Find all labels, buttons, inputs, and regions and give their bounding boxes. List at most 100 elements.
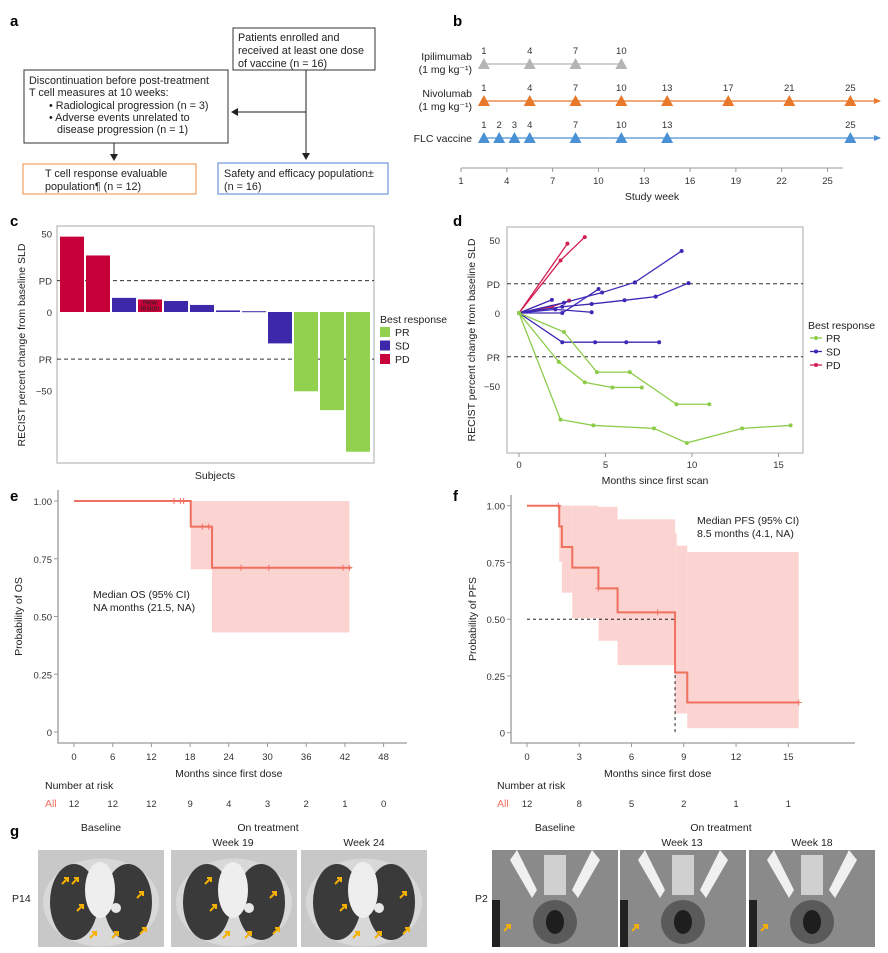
median-annotation: NA months (21.5, NA) bbox=[93, 602, 195, 614]
data-point bbox=[560, 304, 565, 309]
lesion-arrow-icon bbox=[204, 877, 212, 885]
dose-marker bbox=[615, 58, 628, 69]
median-annotation: 8.5 months (4.1, NA) bbox=[697, 528, 794, 540]
y-axis-title: RECIST percent change from baseline SLD bbox=[466, 238, 478, 441]
x-tick-label: 3 bbox=[577, 752, 582, 763]
y-axis-title: Probability of OS bbox=[13, 577, 25, 656]
dose-marker bbox=[783, 95, 796, 106]
data-point bbox=[553, 307, 558, 312]
data-point bbox=[686, 281, 691, 286]
x-tick-label: 10 bbox=[593, 176, 604, 187]
x-tick-label: 36 bbox=[301, 752, 312, 763]
dose-week-label: 1 bbox=[481, 120, 486, 131]
data-point bbox=[740, 426, 745, 431]
legend-marker bbox=[814, 363, 818, 367]
tcell-population-box bbox=[22, 163, 197, 195]
bar bbox=[138, 299, 162, 312]
dose-marker bbox=[844, 132, 857, 143]
ct-scan-image bbox=[749, 850, 875, 947]
data-point bbox=[627, 370, 632, 375]
data-point bbox=[639, 385, 644, 390]
y-tick-label: 0 bbox=[47, 308, 52, 319]
x-tick-label: 0 bbox=[516, 460, 521, 471]
data-point bbox=[674, 402, 679, 407]
legend-label: PR bbox=[395, 327, 410, 339]
y-tick-label: 50 bbox=[41, 230, 52, 241]
y-tick-label: 0 bbox=[500, 729, 505, 740]
data-point bbox=[561, 300, 566, 305]
y-axis-title: RECIST percent change from baseline SLD bbox=[16, 243, 28, 446]
data-point bbox=[632, 280, 637, 285]
x-tick-label: 10 bbox=[687, 460, 698, 471]
dose-week-label: 4 bbox=[527, 46, 532, 57]
dose-marker bbox=[844, 95, 857, 106]
y-tick-label: 1.00 bbox=[487, 502, 506, 513]
discontinuation-line: T cell measures at 10 weeks: bbox=[29, 87, 169, 99]
panel-label-c: c bbox=[10, 213, 18, 230]
bar bbox=[60, 236, 84, 312]
dose-week-label: 7 bbox=[573, 46, 578, 57]
panel-label-g: g bbox=[10, 823, 19, 840]
median-annotation: Median OS (95% CI) bbox=[93, 589, 190, 601]
x-tick-label: 16 bbox=[685, 176, 696, 187]
baseline-label: Baseline bbox=[535, 822, 575, 834]
data-point bbox=[558, 258, 563, 263]
confidence-band bbox=[598, 506, 618, 641]
series-line bbox=[518, 312, 642, 389]
at-risk-count: 4 bbox=[226, 799, 231, 810]
x-tick-label: 12 bbox=[146, 752, 157, 763]
on-treatment-label: On treatment bbox=[237, 822, 298, 834]
at-risk-count: 1 bbox=[786, 799, 791, 810]
ct-scan-image bbox=[301, 850, 427, 947]
enrolled-box bbox=[232, 27, 376, 71]
legend-title: Best response bbox=[380, 314, 447, 326]
dose-marker bbox=[523, 58, 536, 69]
confidence-band bbox=[676, 545, 688, 714]
data-point bbox=[651, 426, 656, 431]
lesion-arrow-icon bbox=[631, 924, 639, 932]
drug-dose: (1 mg kg⁻¹) bbox=[419, 64, 472, 76]
series-line bbox=[518, 312, 791, 444]
lesion-arrow-icon bbox=[503, 924, 511, 932]
median-annotation: Median PFS (95% CI) bbox=[697, 515, 799, 527]
censor-mark bbox=[238, 564, 245, 571]
discontinuation-box bbox=[23, 69, 229, 144]
dose-marker bbox=[477, 95, 490, 106]
panel-label-a: a bbox=[10, 13, 19, 30]
y-tick-label: 0 bbox=[47, 728, 52, 739]
ct-images: Baseline On treatment Week 19 Week 24 P1… bbox=[12, 822, 875, 947]
ct-scan-image bbox=[492, 850, 618, 947]
data-point bbox=[589, 301, 594, 306]
series-line bbox=[518, 312, 710, 405]
data-point bbox=[600, 290, 605, 295]
arrow-head-icon bbox=[874, 98, 881, 104]
x-tick-label: 22 bbox=[776, 176, 787, 187]
bar bbox=[86, 255, 110, 312]
legend-label: PD bbox=[395, 354, 410, 366]
data-point bbox=[684, 440, 689, 445]
threshold-label: PD bbox=[39, 277, 52, 288]
dose-marker bbox=[569, 132, 582, 143]
axes bbox=[57, 490, 407, 744]
lesion-arrow-icon bbox=[89, 931, 97, 939]
patient-label: P2 bbox=[475, 893, 488, 905]
at-risk-count: 12 bbox=[146, 799, 157, 810]
data-point bbox=[549, 297, 554, 302]
at-risk-count: 1 bbox=[733, 799, 738, 810]
confidence-band bbox=[559, 505, 562, 562]
panel-label-f: f bbox=[453, 488, 459, 505]
discontinuation-line: disease progression (n = 1) bbox=[57, 124, 188, 136]
dose-week-label: 25 bbox=[845, 83, 856, 94]
x-tick-label: 12 bbox=[731, 752, 742, 763]
x-tick-label: 7 bbox=[550, 176, 555, 187]
bar bbox=[112, 297, 136, 312]
at-risk-count: 2 bbox=[304, 799, 309, 810]
censor-mark bbox=[346, 564, 353, 571]
bar bbox=[294, 312, 318, 392]
risk-group-label: All bbox=[497, 798, 509, 810]
x-tick-label: 6 bbox=[110, 752, 115, 763]
safety-population-box bbox=[217, 162, 389, 195]
x-tick-label: 15 bbox=[783, 752, 794, 763]
lesion-arrow-icon bbox=[209, 904, 217, 912]
